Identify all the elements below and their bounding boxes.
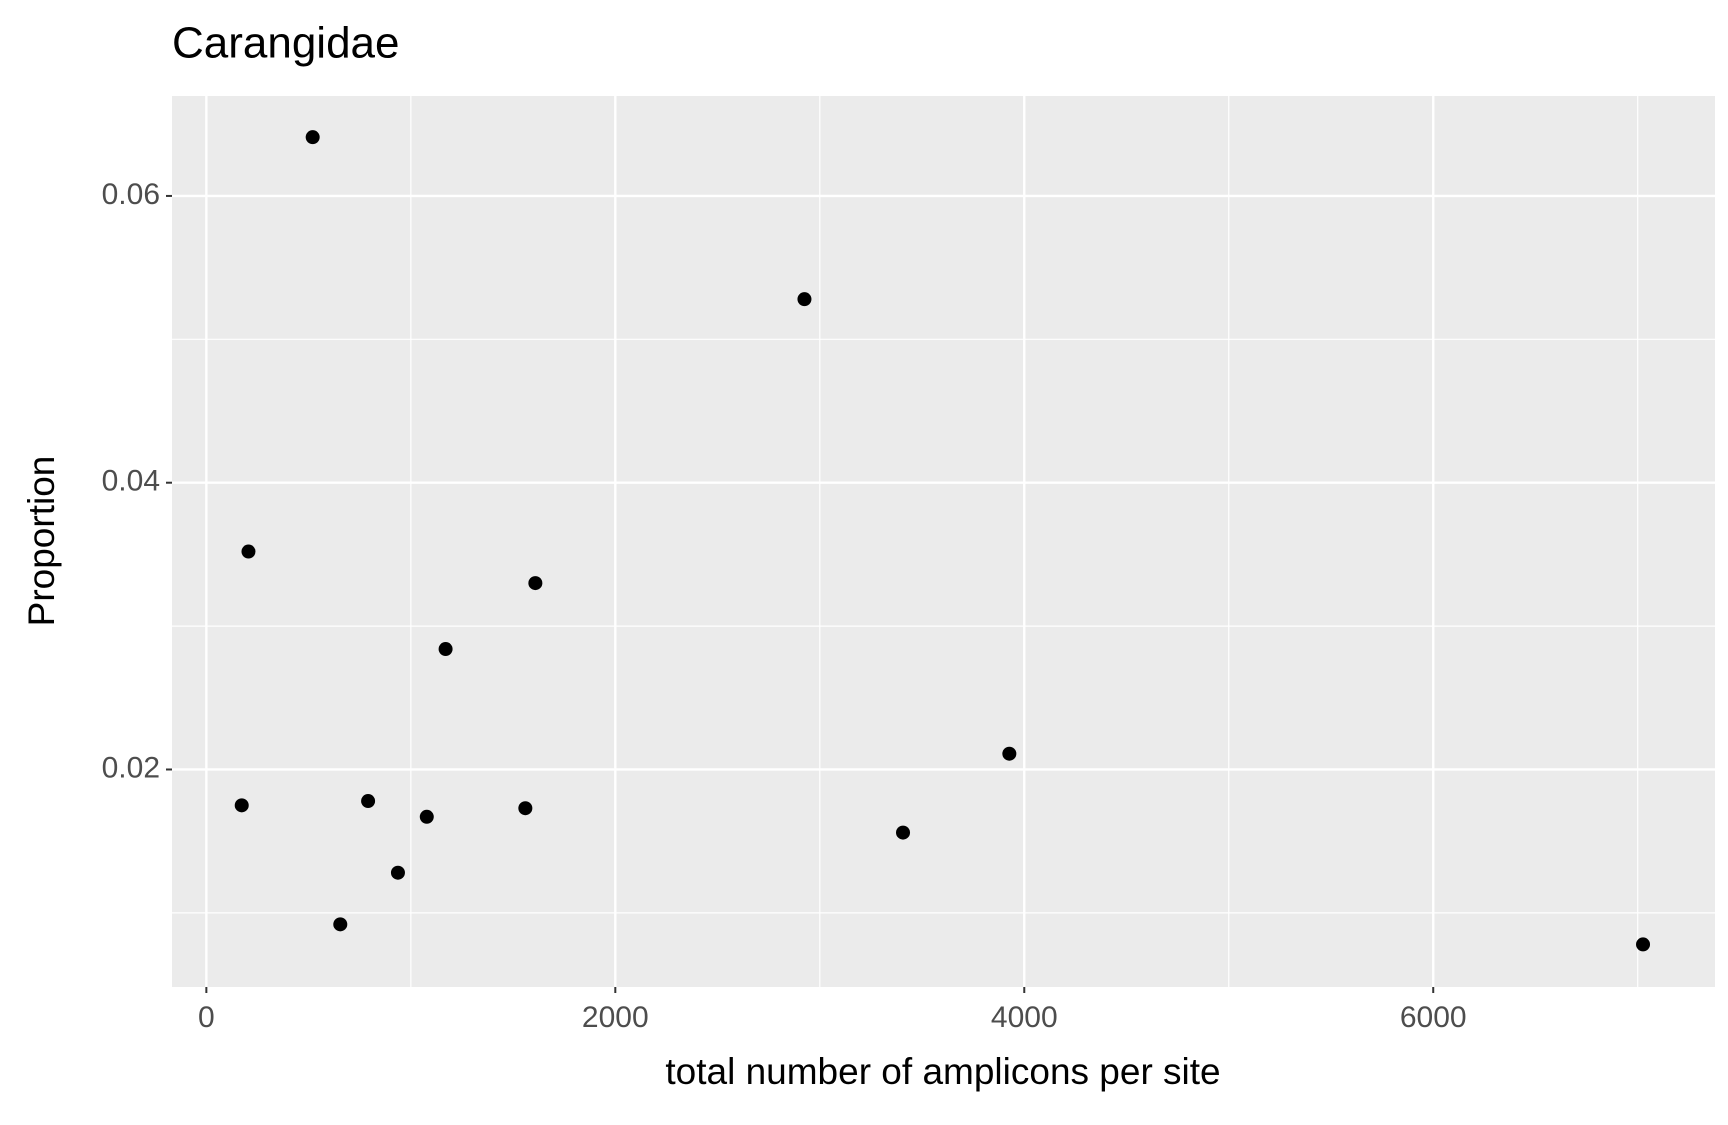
- point: [419, 809, 434, 824]
- point: [797, 292, 812, 307]
- x-tick-label: 0: [198, 1001, 215, 1034]
- point: [518, 801, 533, 816]
- point: [305, 130, 320, 145]
- x-tick-label: 2000: [582, 1001, 649, 1034]
- point: [241, 544, 256, 559]
- point: [234, 798, 249, 813]
- point: [1002, 746, 1017, 761]
- x-tick-label: 4000: [991, 1001, 1058, 1034]
- y-tick-label: 0.02: [102, 751, 160, 784]
- point: [333, 917, 348, 932]
- panel: [172, 96, 1715, 987]
- point: [361, 794, 376, 809]
- point: [438, 642, 453, 657]
- point: [896, 825, 911, 840]
- point: [528, 576, 543, 591]
- y-axis-title: Proportion: [21, 456, 62, 627]
- y-tick-label: 0.04: [102, 465, 160, 498]
- point: [390, 865, 405, 880]
- x-tick-label: 6000: [1400, 1001, 1467, 1034]
- y-tick-label: 0.06: [102, 178, 160, 211]
- point: [1636, 937, 1651, 952]
- x-axis-title: total number of amplicons per site: [665, 1051, 1220, 1092]
- chart-title: Carangidae: [172, 19, 400, 68]
